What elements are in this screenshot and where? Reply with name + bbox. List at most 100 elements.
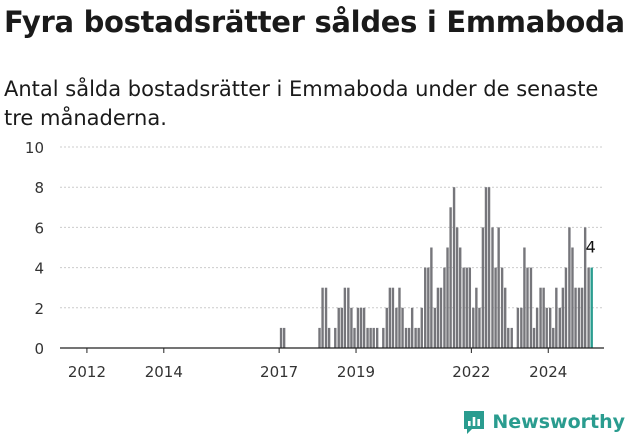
y-tick-label: 2 [34,300,44,318]
bar [478,307,481,348]
bars [279,187,593,348]
bar-highlight [590,267,593,348]
bar [436,287,440,348]
y-tick-label: 0 [34,340,44,358]
bar [279,327,283,348]
bar [417,327,420,348]
bar [427,267,430,348]
bar [516,307,520,348]
bar [356,307,360,348]
bar [353,327,356,348]
bar [375,327,379,348]
bar [439,287,443,348]
bar [571,247,574,348]
bar [433,307,437,348]
brand-name: Newsworthy [492,411,625,433]
bar [580,287,584,348]
bar [481,227,485,348]
gridlines [60,146,604,309]
bar [507,327,510,348]
bar [539,287,542,348]
y-tick-label: 8 [34,179,44,197]
bar [510,327,513,348]
bar [362,307,366,348]
bar [388,287,392,348]
bar [475,287,478,348]
bar [340,307,344,348]
bar [410,307,414,348]
bar [404,327,408,348]
chart-subtitle: Antal sålda bostadsrätter i Emmaboda und… [4,77,599,130]
x-tick-label: 2022 [452,363,490,381]
bar [347,287,350,348]
bar [542,287,545,348]
bar [552,327,555,348]
bar [535,307,539,348]
bar-chart-logo-icon [464,411,485,434]
x-tick-label: 2012 [68,363,106,381]
bar [497,227,500,348]
bar [526,267,529,348]
bar [443,267,446,348]
bar [503,287,507,348]
bar [395,307,398,348]
y-axis-ticks: 0 2 4 6 8 10 [25,139,44,358]
bar [491,227,494,348]
bar [452,187,456,348]
bar [282,327,286,348]
y-tick-label: 4 [34,260,44,278]
bar [343,287,347,348]
bar [420,307,423,348]
bar [465,267,468,348]
bar [359,307,363,348]
bar [446,247,449,348]
bar [529,267,533,348]
bar [372,327,375,348]
bar [500,267,504,348]
bar [321,287,324,348]
y-tick-label: 10 [25,139,44,157]
bar [561,287,565,348]
bar [523,247,526,348]
bar [487,187,491,348]
bar [583,227,587,348]
bar [520,307,523,348]
bar [407,327,411,348]
x-tick-label: 2014 [145,363,183,381]
x-axis: 2012 2014 2017 2019 2022 2024 [60,347,604,381]
bar [459,247,462,348]
bar [369,327,372,348]
bar [449,207,452,348]
bar [468,267,472,348]
y-tick-label: 6 [34,219,44,237]
bar [385,307,388,348]
bar [430,247,433,348]
bar [350,307,353,348]
bar [545,307,548,348]
bar [318,327,321,348]
bar [424,267,427,348]
bar [334,327,337,348]
bar [548,307,552,348]
bar [324,287,328,348]
bar [558,307,561,348]
x-tick-label: 2024 [529,363,567,381]
bar [391,287,395,348]
bar [555,287,558,348]
bar [455,227,459,348]
newsworthy-logo: Newsworthy [462,409,625,435]
data-label: 4 [586,238,596,257]
bar [484,187,488,348]
bar [564,267,568,348]
bar [337,307,340,348]
bar [574,287,577,348]
bar [414,327,417,348]
bar [462,267,465,348]
bar [327,327,331,348]
bar [587,267,590,348]
bar [494,267,497,348]
chart-title: Fyra bostadsrätter såldes i Emmaboda [4,5,625,39]
x-tick-label: 2019 [337,363,375,381]
bar [568,227,571,348]
